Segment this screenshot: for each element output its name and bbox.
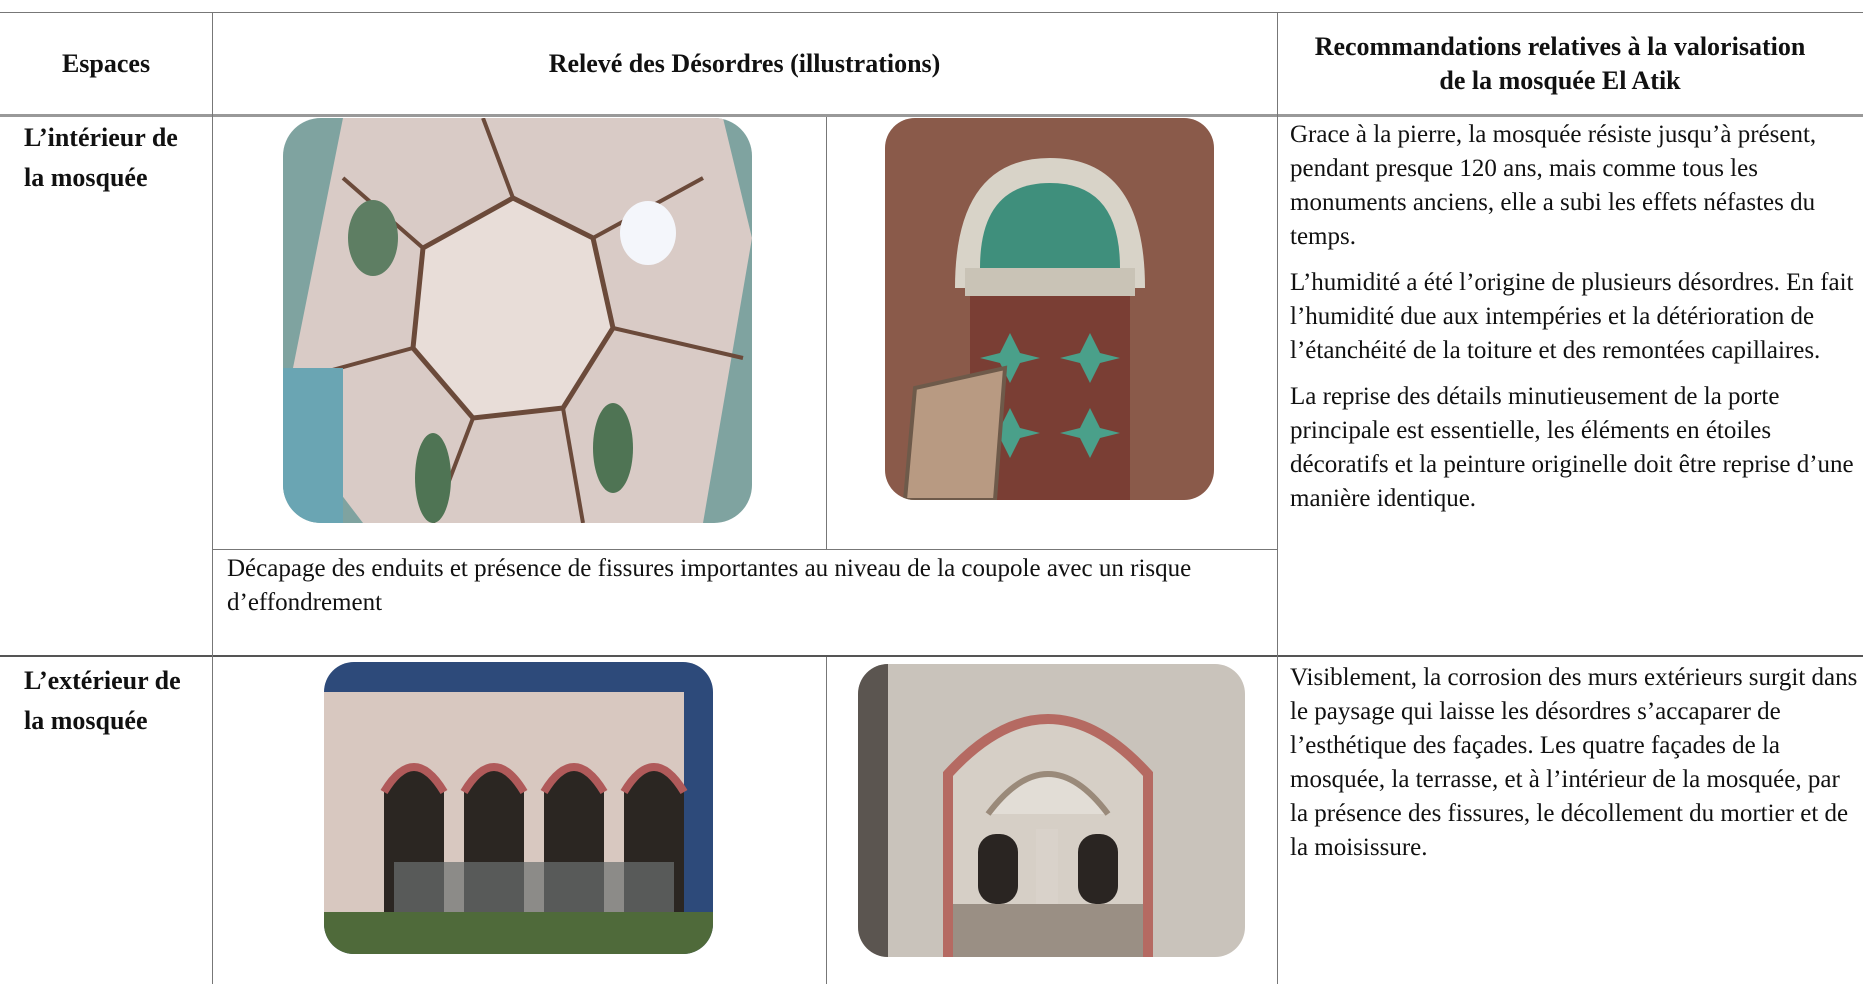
rule (0, 114, 1863, 117)
rule (0, 12, 1863, 13)
facade-photo (324, 662, 713, 954)
wall-photo (858, 664, 1245, 957)
header-cell: Recommandations relatives à la valorisat… (1314, 31, 1806, 95)
rule (826, 117, 827, 549)
space-label: L’extérieur de la mosquée (24, 666, 181, 735)
paragraph: L’humidité a été l’origine de plusieurs … (1290, 269, 1854, 364)
paragraph: La reprise des détails minutieusement de… (1290, 383, 1854, 512)
dome-photo (283, 118, 752, 523)
header-cell: Espaces (61, 48, 151, 78)
door-photo (885, 118, 1214, 500)
rule (0, 655, 1863, 657)
caption: Décapage des enduits et présence de fiss… (227, 555, 1192, 616)
rule (212, 549, 1277, 550)
rule (826, 657, 827, 984)
recommendations: Grace à la pierre, la mosquée résiste ju… (1290, 118, 1860, 528)
recommendations: Visiblement, la corrosion des murs extér… (1290, 661, 1860, 877)
rule (1277, 12, 1278, 984)
paragraph: Grace à la pierre, la mosquée résiste ju… (1290, 121, 1817, 250)
space-label: L’intérieur de la mosquée (24, 123, 178, 192)
header-cell: Relevé des Désordres (illustrations) (548, 48, 941, 78)
paragraph: Visiblement, la corrosion des murs extér… (1290, 664, 1858, 861)
rule (212, 12, 213, 984)
